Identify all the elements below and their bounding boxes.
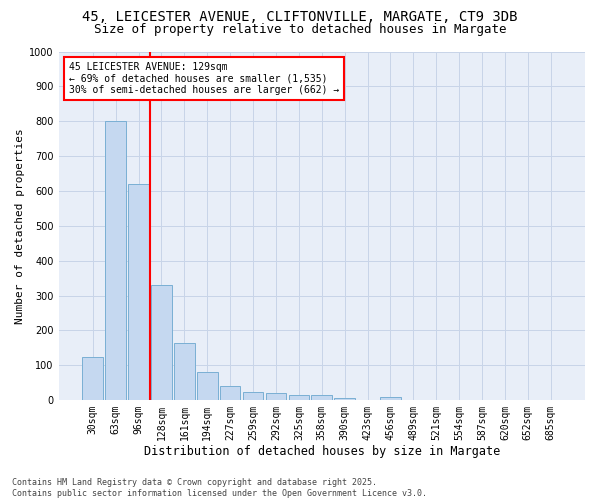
Text: 45 LEICESTER AVENUE: 129sqm
← 69% of detached houses are smaller (1,535)
30% of : 45 LEICESTER AVENUE: 129sqm ← 69% of det… bbox=[69, 62, 340, 95]
Bar bbox=[197, 372, 218, 400]
X-axis label: Distribution of detached houses by size in Margate: Distribution of detached houses by size … bbox=[143, 444, 500, 458]
Bar bbox=[334, 398, 355, 400]
Bar bbox=[82, 356, 103, 400]
Bar bbox=[220, 386, 241, 400]
Text: Size of property relative to detached houses in Margate: Size of property relative to detached ho… bbox=[94, 22, 506, 36]
Bar bbox=[174, 342, 194, 400]
Bar bbox=[243, 392, 263, 400]
Bar bbox=[106, 121, 126, 400]
Bar bbox=[128, 184, 149, 400]
Bar bbox=[151, 285, 172, 400]
Bar bbox=[380, 398, 401, 400]
Y-axis label: Number of detached properties: Number of detached properties bbox=[15, 128, 25, 324]
Text: 45, LEICESTER AVENUE, CLIFTONVILLE, MARGATE, CT9 3DB: 45, LEICESTER AVENUE, CLIFTONVILLE, MARG… bbox=[82, 10, 518, 24]
Text: Contains HM Land Registry data © Crown copyright and database right 2025.
Contai: Contains HM Land Registry data © Crown c… bbox=[12, 478, 427, 498]
Bar bbox=[266, 392, 286, 400]
Bar bbox=[311, 395, 332, 400]
Bar bbox=[289, 395, 309, 400]
